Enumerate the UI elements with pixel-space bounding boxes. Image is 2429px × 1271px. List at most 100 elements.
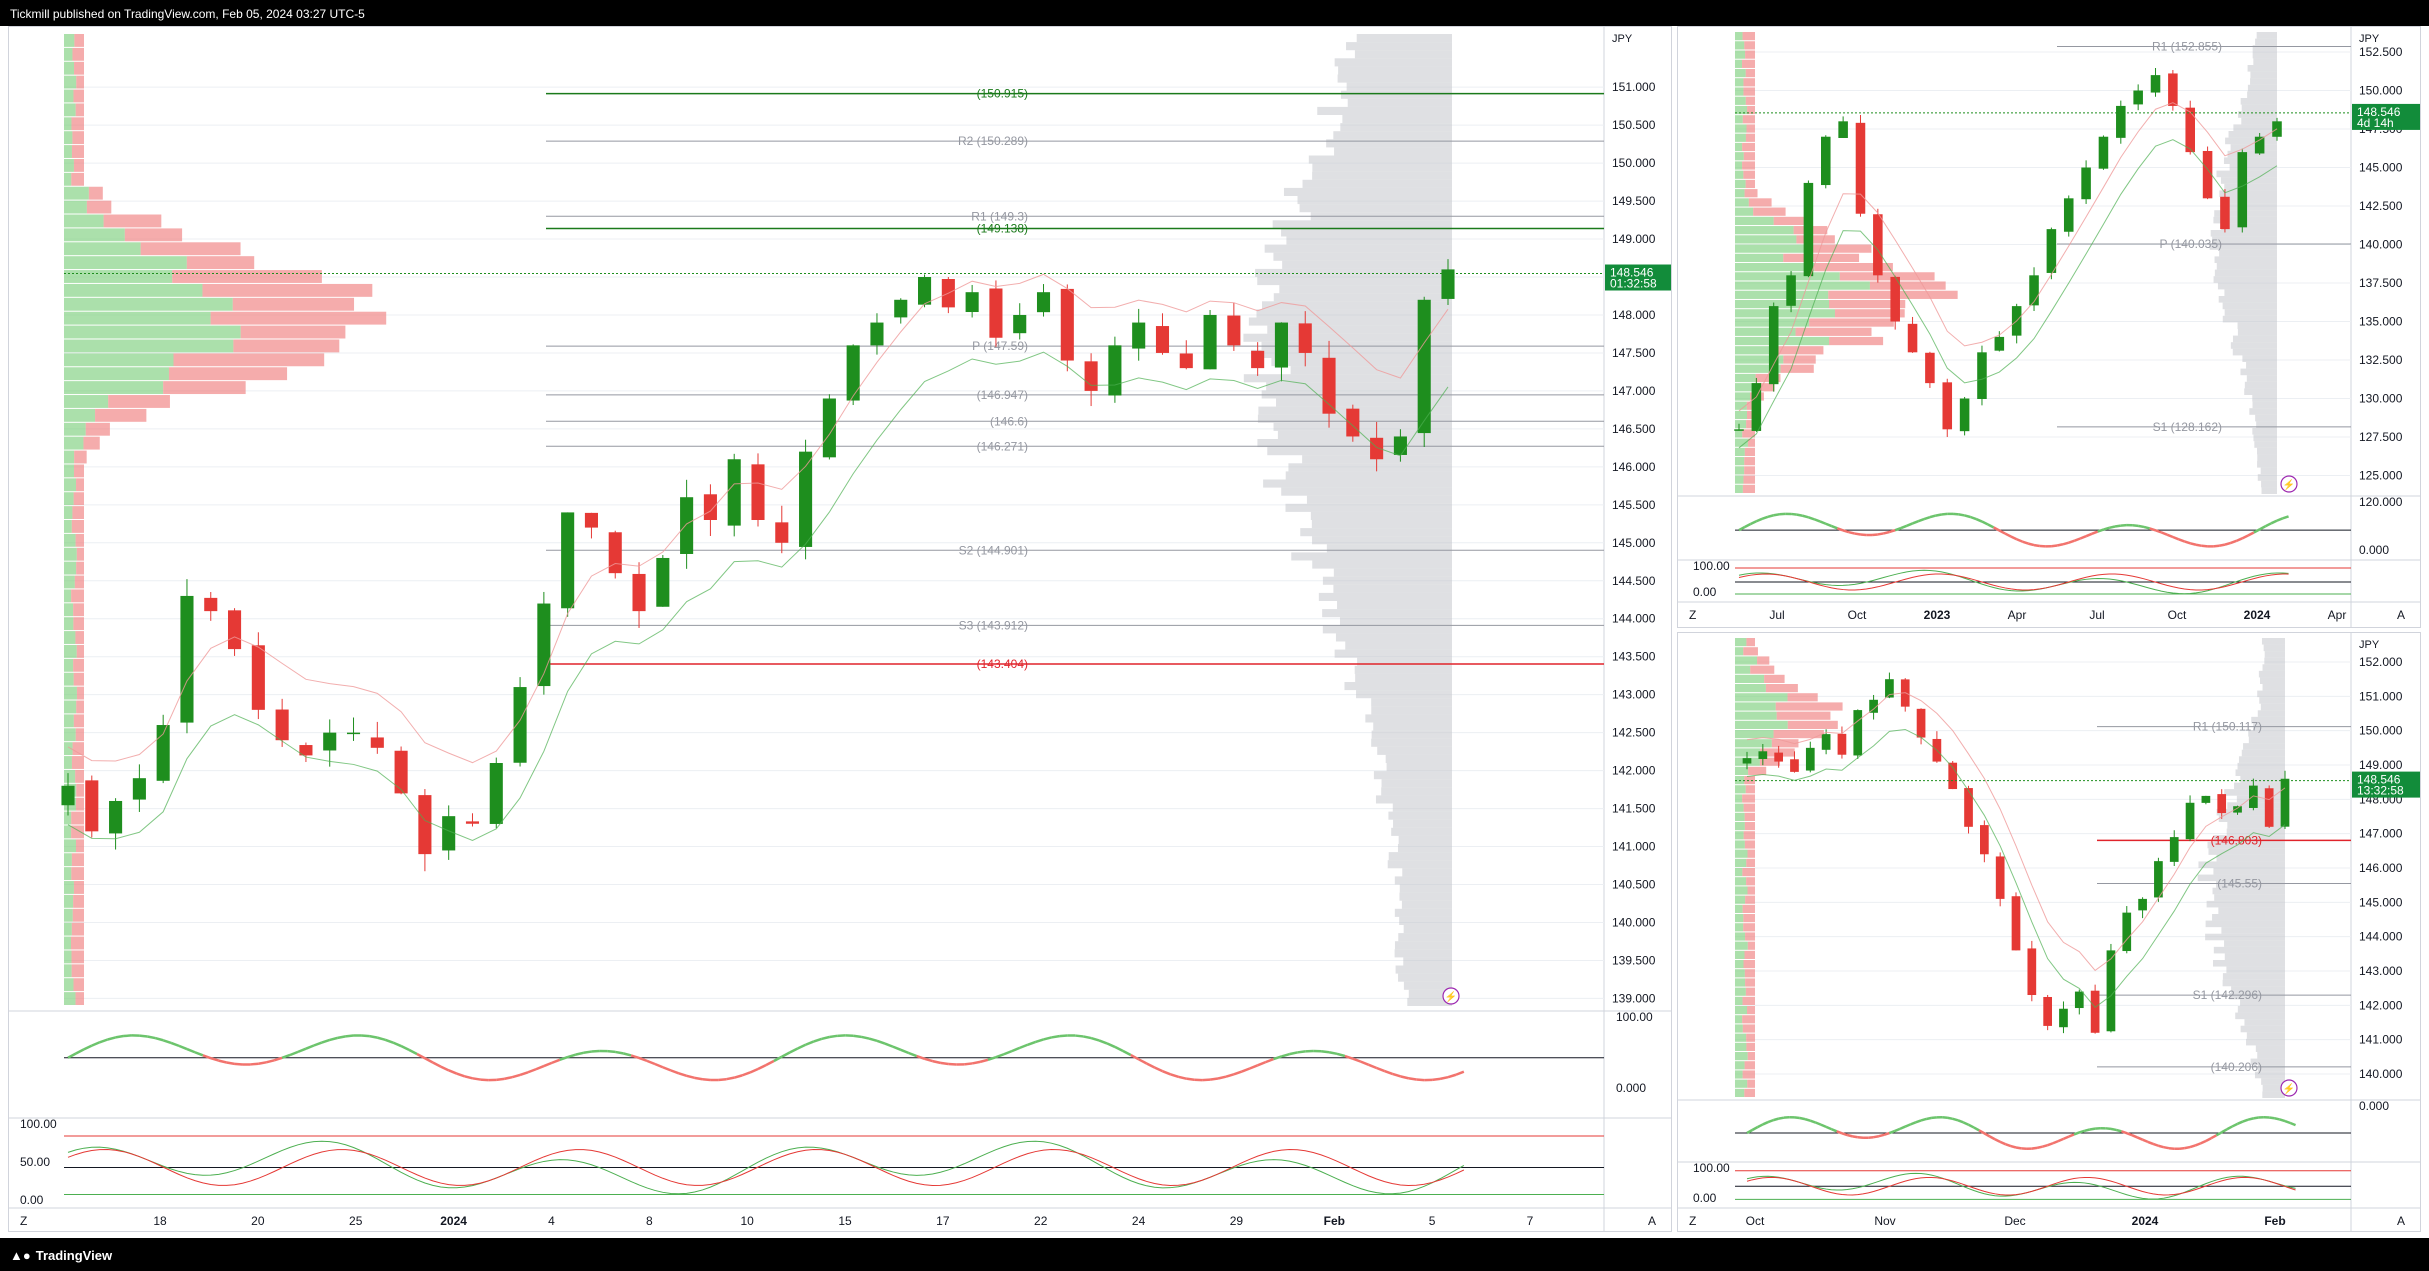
oscillator-line — [1889, 528, 1896, 534]
volume-profile-bar-down — [1745, 987, 1755, 996]
candle-body — [2201, 795, 2211, 803]
volume-profile-bar-down — [1747, 1079, 1755, 1088]
session-volume-bar — [1408, 989, 1452, 998]
oscillator-line — [1225, 1073, 1235, 1078]
oscillator-line — [932, 1059, 941, 1065]
oscillator-line — [1952, 512, 1959, 516]
tradingview-brand[interactable]: ▲● TradingView — [10, 1248, 112, 1263]
session-volume-bar — [2232, 335, 2277, 343]
session-volume-bar — [2259, 697, 2285, 704]
volume-profile-bar-up — [64, 714, 74, 728]
weekly-chart-svg[interactable]: JPY152.500150.000147.500145.000142.50014… — [1677, 26, 2421, 628]
oscillator-line — [83, 1044, 93, 1051]
volume-profile-bar-up — [1735, 868, 1743, 877]
oscillator-line — [2062, 541, 2070, 546]
volume-profile-bar-down — [108, 395, 170, 408]
volume-profile-bar-up — [64, 353, 174, 367]
volume-profile-bar-up — [1735, 263, 1815, 272]
volume-profile-bar-up — [1735, 410, 1748, 420]
session-volume-bar — [1267, 325, 1452, 334]
oscillator-line — [757, 1064, 767, 1071]
volume-profile-bar-down — [1744, 812, 1755, 821]
oscillator-line — [162, 1039, 172, 1045]
session-volume-bar — [1346, 82, 1452, 91]
volume-profile-bar-down — [1742, 161, 1755, 170]
oscillator-line — [2031, 1146, 2038, 1150]
weekly-chart-panel[interactable]: JPY152.500150.000147.500145.000142.50014… — [1677, 26, 2421, 628]
oscillator-line — [1178, 1075, 1187, 1080]
session-volume-bar — [1312, 171, 1452, 180]
session-volume-bar — [1262, 301, 1452, 310]
session-volume-bar — [2224, 953, 2285, 960]
volume-profile-bar-down — [73, 978, 84, 992]
y-tick-label: 144.500 — [1612, 574, 1656, 588]
volume-profile-bar-down — [140, 242, 241, 256]
volume-profile-bar-down — [1746, 638, 1755, 647]
oscillator-line — [1233, 1070, 1243, 1076]
oscillator-line — [2147, 1140, 2154, 1146]
volume-profile-bar-up — [1735, 198, 1749, 207]
volume-profile-bar-down — [74, 575, 84, 589]
session-volume-bar — [2238, 111, 2277, 118]
oscillator-line — [1831, 524, 1838, 530]
session-volume-bar — [1243, 333, 1452, 342]
volume-profile-bar-down — [76, 700, 84, 714]
session-volume-bar — [2222, 315, 2277, 323]
session-volume-bar — [1399, 892, 1452, 901]
main-chart-svg[interactable]: JPY151.000150.500150.000149.500149.00014… — [8, 26, 1672, 1232]
y-tick-label: 127.500 — [2359, 430, 2403, 444]
x-tick-label: Oct — [1746, 1214, 1765, 1228]
x-tick-label: 24 — [1132, 1214, 1146, 1228]
oscillator-line — [781, 1051, 791, 1058]
candle-body — [1980, 825, 1989, 855]
session-volume-bar — [2252, 51, 2277, 59]
moving-average-line — [1746, 728, 2286, 1008]
volume-profile-bar-down — [1747, 849, 1755, 858]
y-tick-label: 140.000 — [2359, 1067, 2403, 1081]
oscillator-line — [1043, 1036, 1052, 1041]
session-volume-bar — [2212, 236, 2277, 244]
oscillator-line — [345, 1034, 354, 1038]
volume-profile-bar-up — [64, 47, 73, 61]
session-volume-bar — [2252, 45, 2277, 52]
volume-profile-bar-up — [64, 89, 74, 103]
oscillator-line — [1935, 513, 1942, 517]
session-volume-bar — [2217, 282, 2277, 290]
volume-profile-bar-up — [64, 825, 72, 839]
session-volume-bar — [2246, 1032, 2285, 1039]
volume-profile-bar-down — [1744, 41, 1755, 50]
oscillator-line — [1994, 1138, 2001, 1143]
oscillator-line — [773, 1055, 783, 1063]
volume-profile-bar-down — [75, 728, 84, 742]
price-level-label: (146.947) — [977, 388, 1028, 402]
volume-profile-bar-down — [1742, 1015, 1755, 1024]
daily-chart-svg[interactable]: JPY152.000151.000150.000149.000148.00014… — [1677, 632, 2421, 1232]
volume-profile-bar-up — [64, 756, 72, 769]
daily-chart-panel[interactable]: JPY 152.000 151.000 150.000 149.000 148.000 14… — [1677, 632, 2421, 1232]
volume-profile-bar-up — [64, 533, 76, 547]
session-volume-bar — [1279, 285, 1452, 294]
volume-profile-bar-up — [64, 450, 75, 464]
volume-profile-bar-up — [1735, 226, 1794, 235]
volume-profile-bar-up — [64, 381, 164, 395]
candle-body — [584, 512, 598, 528]
last-price-countdown: 13:32:58 — [2357, 784, 2404, 798]
session-volume-bar — [1356, 690, 1452, 699]
oscillator-line — [2253, 1116, 2259, 1120]
session-volume-bar — [1393, 819, 1452, 828]
oscillator-line — [971, 1060, 981, 1065]
candle-body — [1869, 699, 1878, 713]
oscillator-line — [995, 1053, 1005, 1059]
oscillator-line — [91, 1041, 101, 1047]
volume-profile-bar-down — [74, 61, 84, 75]
volume-profile-bar-down — [71, 867, 84, 881]
main-chart-panel[interactable]: JPY 151.000 150.500 150.000 149.500 149.000 14… — [8, 26, 1672, 1232]
oscillator-line — [1360, 1060, 1370, 1066]
oscillator-line — [107, 1036, 116, 1041]
session-volume-bar — [2234, 782, 2285, 790]
session-volume-bar — [2240, 98, 2277, 105]
session-volume-bar — [1401, 900, 1452, 909]
volume-profile-bar-down — [1744, 1088, 1755, 1097]
session-volume-bar — [2222, 973, 2285, 980]
session-volume-bar — [1306, 495, 1452, 504]
